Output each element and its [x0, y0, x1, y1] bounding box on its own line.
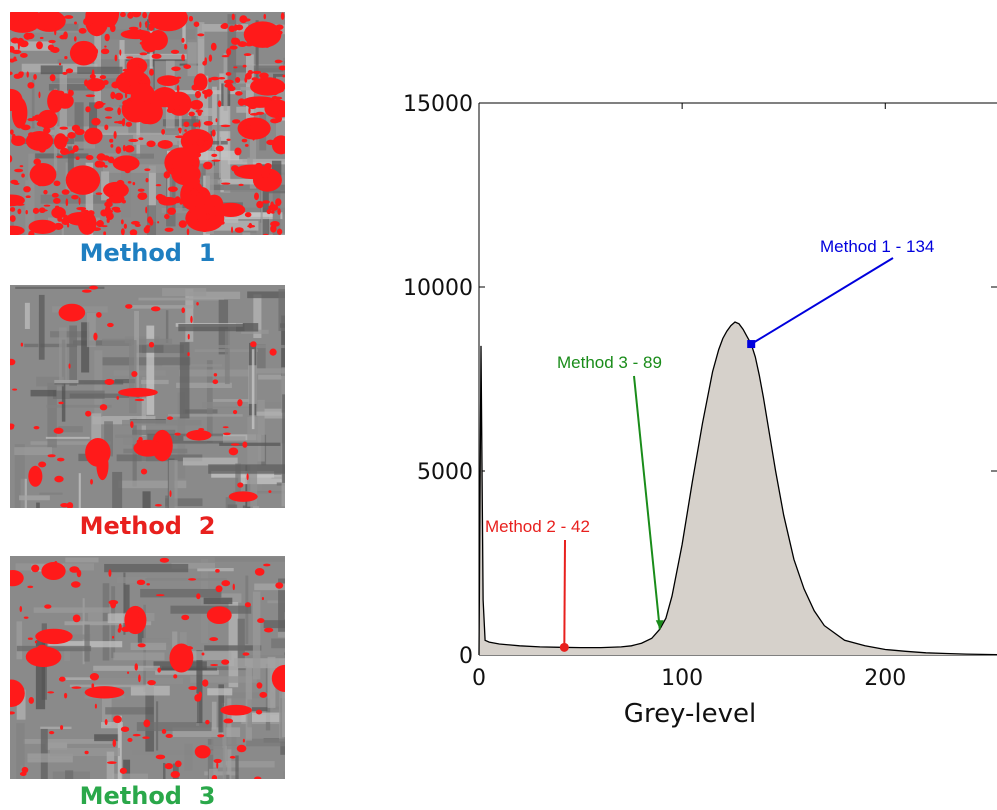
threshold-label: Method 1 - 134 [820, 237, 934, 256]
y-tick-label: 10000 [403, 276, 473, 301]
threshold-pointer [634, 376, 660, 629]
threshold-marker [560, 643, 569, 652]
threshold-pointer [564, 540, 565, 647]
x-tick-label: 0 [472, 666, 486, 691]
threshold-pointer [751, 258, 893, 344]
y-tick-label: 5000 [417, 460, 473, 485]
threshold-label: Method 2 - 42 [485, 517, 590, 536]
y-tick-label: 15000 [403, 92, 473, 117]
x-axis-title: Grey-level [624, 699, 756, 729]
threshold-label: Method 3 - 89 [557, 353, 662, 372]
plot-area: 0 5000 10000 15000 0 100 200 Method 1 - 134 Meth… [403, 92, 997, 691]
x-tick-label: 100 [661, 666, 703, 691]
threshold-marker [747, 340, 755, 348]
x-tick-label: 200 [864, 666, 906, 691]
y-tick-label: 0 [459, 644, 473, 669]
